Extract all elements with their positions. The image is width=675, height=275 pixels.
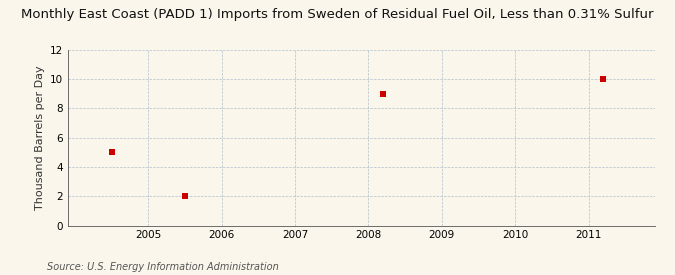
Text: Monthly East Coast (PADD 1) Imports from Sweden of Residual Fuel Oil, Less than : Monthly East Coast (PADD 1) Imports from… bbox=[21, 8, 654, 21]
Y-axis label: Thousand Barrels per Day: Thousand Barrels per Day bbox=[35, 65, 45, 210]
Text: Source: U.S. Energy Information Administration: Source: U.S. Energy Information Administ… bbox=[47, 262, 279, 272]
